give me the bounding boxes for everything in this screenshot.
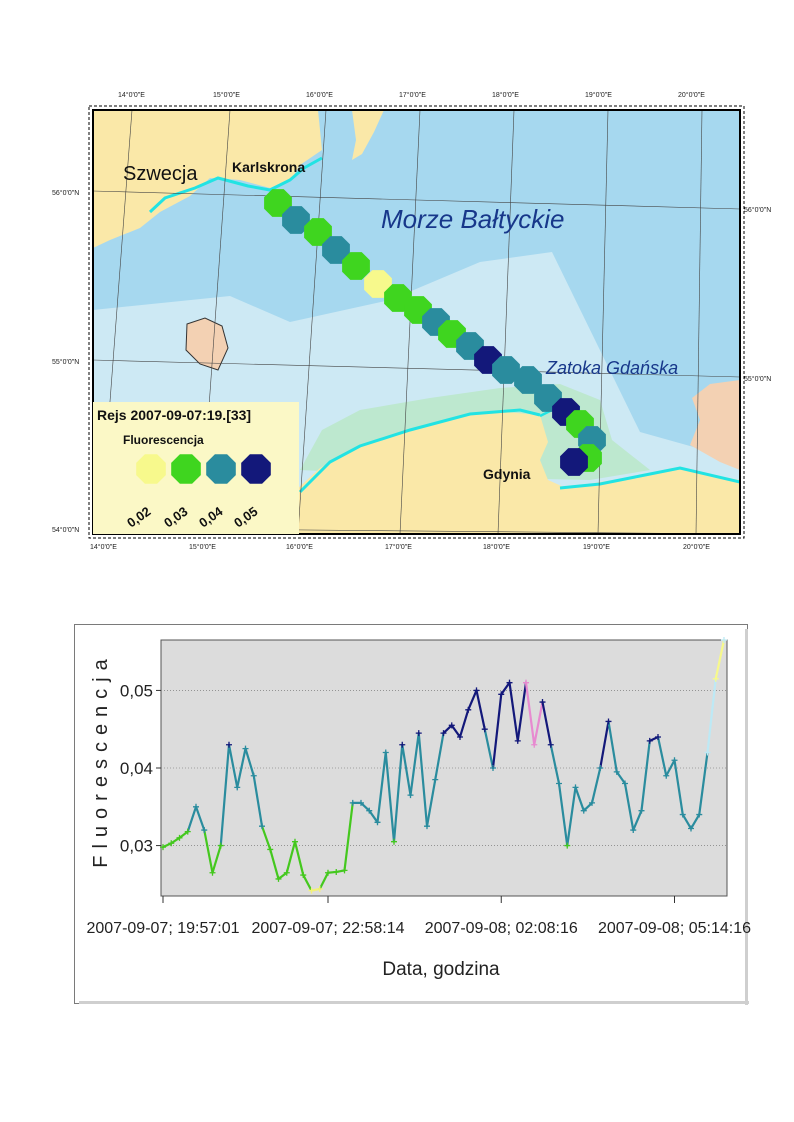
land-oland — [352, 110, 384, 160]
lon-tick-top: 16°0'0"E — [306, 91, 333, 99]
track-marker — [282, 206, 310, 234]
lon-tick-bottom: 15°0'0"E — [189, 543, 216, 551]
lon-tick-top: 18°0'0"E — [492, 91, 519, 99]
lon-tick-bottom: 18°0'0"E — [483, 543, 510, 551]
cruise-track — [264, 189, 606, 476]
track-marker — [492, 356, 520, 384]
longitude-ticks-bottom: 14°0'0"E 15°0'0"E 16°0'0"E 17°0'0"E 18°0… — [90, 543, 710, 551]
track-marker — [322, 236, 350, 264]
lat-tick-left: 54°0'0"N — [52, 526, 79, 534]
lon-tick-bottom: 20°0'0"E — [683, 543, 710, 551]
track-marker — [364, 270, 392, 298]
lon-tick-top: 15°0'0"E — [213, 91, 240, 99]
lat-tick-left: 56°0'0"N — [52, 189, 79, 197]
map-frame — [92, 109, 741, 535]
map-frame-outer — [88, 105, 745, 539]
lon-tick-bottom: 16°0'0"E — [286, 543, 313, 551]
legend-swatch — [171, 454, 201, 484]
legend-swatches — [136, 454, 271, 484]
lon-tick-bottom: 14°0'0"E — [90, 543, 117, 551]
track-marker — [304, 218, 332, 246]
label-sea: Morze Bałtyckie — [381, 204, 565, 234]
panel-shadow — [745, 629, 748, 1005]
label-country: Szwecja — [123, 163, 198, 185]
latitude-ticks: 56°0'0"N 55°0'0"N 54°0'0"N 56°0'0"N 55°0… — [52, 189, 771, 534]
legend-swatch — [241, 454, 271, 484]
lon-tick-top: 20°0'0"E — [678, 91, 705, 99]
fluorescence-chart-panel — [74, 624, 749, 1005]
land-sweden — [93, 110, 322, 248]
coastline-sweden — [148, 156, 323, 214]
lon-tick-bottom: 19°0'0"E — [583, 543, 610, 551]
lon-tick-top: 17°0'0"E — [399, 91, 426, 99]
track-marker — [560, 448, 588, 476]
legend-swatch — [206, 454, 236, 484]
lon-tick-top: 19°0'0"E — [585, 91, 612, 99]
island-bornholm — [185, 317, 229, 371]
track-marker — [342, 252, 370, 280]
lon-tick-top: 14°0'0"E — [118, 91, 145, 99]
label-gulf: Zatoka Gdańska — [545, 358, 678, 378]
land-russia — [690, 380, 740, 470]
track-marker — [264, 189, 292, 217]
panel-shadow — [79, 1001, 749, 1004]
lat-tick-right: 55°0'0"N — [744, 375, 771, 383]
legend-subtitle: Fluorescencja — [123, 433, 204, 447]
lat-tick-right: 56°0'0"N — [744, 206, 771, 214]
longitude-ticks-top: 14°0'0"E 15°0'0"E 16°0'0"E 17°0'0"E 18°0… — [118, 91, 705, 99]
lon-tick-bottom: 17°0'0"E — [385, 543, 412, 551]
label-gdynia: Gdynia — [483, 466, 531, 482]
track-marker — [514, 366, 542, 394]
fluorescence-map: 14°0'0"E 15°0'0"E 16°0'0"E 17°0'0"E 18°0… — [52, 91, 771, 551]
coastline-poland — [298, 408, 740, 494]
lat-tick-left: 55°0'0"N — [52, 358, 79, 366]
map-legend: Rejs 2007-09-07:19.[33] Fluorescencja 0,… — [93, 402, 299, 534]
legend-swatch — [136, 454, 166, 484]
legend-title: Rejs 2007-09-07:19.[33] — [97, 407, 251, 423]
label-karlskrona: Karlskrona — [232, 159, 305, 175]
